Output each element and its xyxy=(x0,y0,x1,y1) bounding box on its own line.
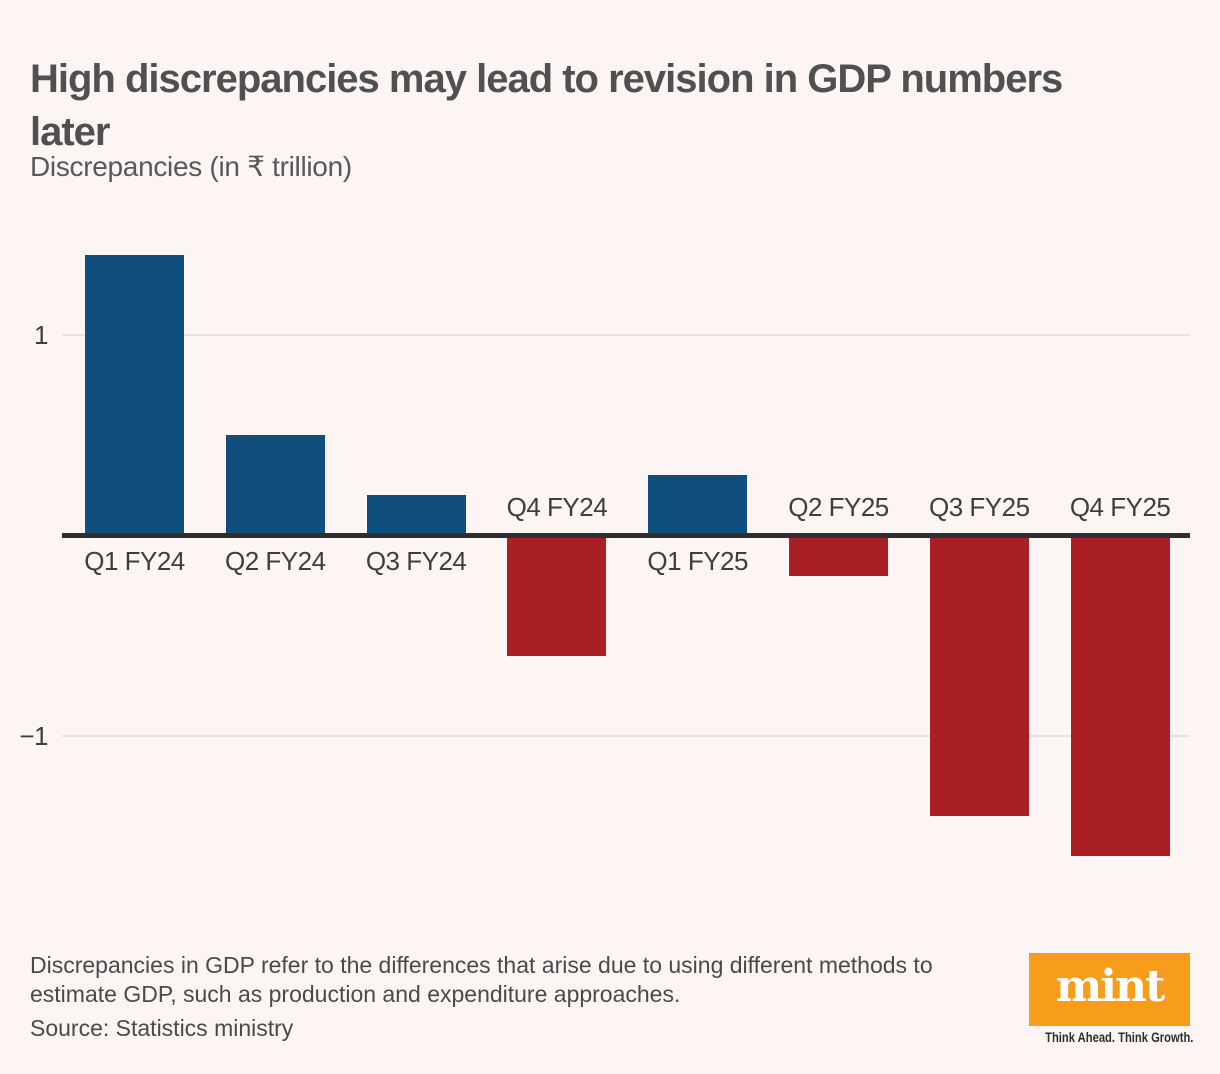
chart-title: High discrepancies may lead to revision … xyxy=(30,53,1063,159)
bar-q1-fy24 xyxy=(85,254,184,536)
chart-title-line-2: later xyxy=(30,109,111,154)
bar-q3-fy24 xyxy=(366,495,466,536)
category-label-q4-fy25: Q4 FY25 xyxy=(1069,492,1171,522)
zero-axis-line xyxy=(62,533,1190,538)
source-line: Source: Statistics ministry xyxy=(30,1015,294,1041)
bar-q2-fy24 xyxy=(225,435,325,536)
footnote: Discrepancies in GDP refer to the differ… xyxy=(30,952,933,1007)
mint-logo-text: mint xyxy=(1055,960,1166,1012)
category-label-q2-fy24: Q2 FY24 xyxy=(225,546,326,576)
mint-logo: mint xyxy=(1029,953,1190,1026)
gridline-y--1 xyxy=(62,735,1190,737)
category-label-q2-fy25: Q2 FY25 xyxy=(788,492,889,522)
y-tick-label--1: −1 xyxy=(19,721,48,751)
category-label-q3-fy24: Q3 FY24 xyxy=(365,546,467,576)
category-label-q1-fy24: Q1 FY24 xyxy=(84,546,185,576)
gridline-y-1 xyxy=(62,334,1190,336)
mint-tagline: Think Ahead. Think Growth. xyxy=(1045,1029,1194,1045)
bar-q2-fy25 xyxy=(789,535,888,576)
y-tick-label-1: 1 xyxy=(34,320,48,350)
chart-subtitle: Discrepancies (in ₹ trillion) xyxy=(30,151,352,182)
category-label-q1-fy25: Q1 FY25 xyxy=(647,546,748,576)
bar-q4-fy24 xyxy=(507,535,607,656)
bar-q3-fy25 xyxy=(929,535,1029,817)
category-label-q4-fy24: Q4 FY24 xyxy=(506,492,608,522)
chart-title-line-1: High discrepancies may lead to revision … xyxy=(30,56,1063,101)
bar-q4-fy25 xyxy=(1070,535,1170,857)
category-label-q3-fy25: Q3 FY25 xyxy=(929,492,1030,522)
bar-q1-fy25 xyxy=(648,475,748,536)
